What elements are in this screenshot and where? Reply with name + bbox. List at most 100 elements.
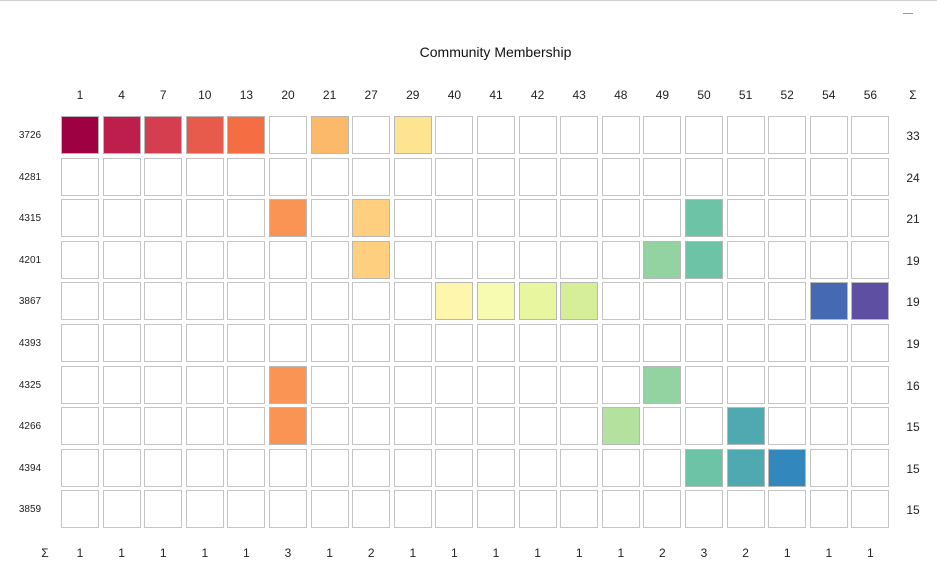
column-label: 20 — [281, 88, 295, 102]
membership-cell-empty — [851, 365, 890, 404]
membership-cell-empty — [601, 282, 640, 321]
membership-cell-filled — [851, 282, 890, 321]
membership-cell-empty — [809, 199, 848, 238]
membership-cell-empty — [643, 407, 682, 446]
column-total: 2 — [742, 546, 749, 560]
membership-cell-empty — [61, 240, 99, 279]
membership-cell-filled — [726, 407, 765, 446]
membership-cell-empty — [851, 448, 890, 487]
membership-cell-empty — [102, 282, 141, 321]
column-total: 3 — [284, 546, 292, 560]
membership-cell-filled — [185, 116, 224, 154]
membership-cell-empty — [227, 324, 266, 362]
membership-cell-empty — [102, 490, 141, 529]
membership-cell-empty — [435, 448, 474, 487]
membership-cell-empty — [518, 116, 557, 154]
membership-cell-empty — [726, 157, 765, 196]
membership-cell-empty — [851, 490, 890, 529]
membership-cell-empty — [643, 324, 682, 362]
membership-cell-filled — [809, 282, 848, 321]
membership-cell-filled — [352, 240, 391, 279]
column-total: 1 — [575, 546, 583, 560]
membership-cell-empty — [809, 407, 848, 446]
membership-cell-empty — [643, 199, 682, 238]
row-label: 3867 — [18, 296, 42, 308]
membership-cell-empty — [851, 116, 890, 154]
column-total: 1 — [451, 546, 458, 560]
membership-cell-empty — [185, 240, 224, 279]
membership-cell-empty — [601, 490, 640, 529]
membership-cell-empty — [518, 407, 557, 446]
column-label: 21 — [322, 88, 337, 102]
row-total: 19 — [906, 337, 920, 351]
row-total: 19 — [906, 253, 920, 268]
column-total: 1 — [492, 546, 500, 560]
membership-cell-empty — [144, 448, 183, 487]
membership-cell-empty — [685, 365, 723, 404]
membership-cell-empty — [102, 240, 141, 279]
membership-cell-empty — [726, 199, 765, 238]
column-total: 2 — [367, 546, 375, 560]
membership-cell-filled — [269, 365, 307, 404]
membership-cell-empty — [227, 490, 266, 529]
membership-cell-empty — [601, 240, 640, 279]
membership-cell-empty — [851, 324, 890, 362]
membership-cell-empty — [102, 365, 141, 404]
membership-cell-empty — [518, 448, 557, 487]
membership-cell-empty — [477, 240, 515, 279]
membership-cell-empty — [560, 199, 599, 238]
membership-cell-empty — [269, 490, 307, 529]
membership-cell-empty — [477, 116, 515, 154]
membership-cell-empty — [61, 324, 99, 362]
membership-cell-empty — [144, 490, 183, 529]
membership-cell-empty — [851, 199, 890, 238]
membership-cell-empty — [560, 240, 599, 279]
membership-cell-empty — [185, 324, 224, 362]
membership-cell-empty — [144, 199, 183, 238]
membership-cell-empty — [643, 448, 682, 487]
membership-cell-empty — [310, 365, 349, 404]
membership-cell-empty — [560, 157, 599, 196]
membership-cell-empty — [227, 365, 266, 404]
membership-cell-empty — [61, 407, 99, 446]
membership-cell-empty — [185, 199, 224, 238]
membership-cell-empty — [477, 407, 515, 446]
membership-cell-empty — [726, 324, 765, 362]
minimize-icon[interactable] — [903, 13, 913, 14]
membership-cell-empty — [643, 490, 682, 529]
membership-cell-empty — [393, 448, 432, 487]
membership-cell-empty — [768, 282, 807, 321]
membership-cell-empty — [560, 324, 599, 362]
membership-cell-filled — [435, 282, 474, 321]
row-total: 33 — [906, 129, 920, 143]
membership-cell-empty — [518, 157, 557, 196]
membership-cell-empty — [518, 490, 557, 529]
membership-cell-empty — [685, 490, 723, 529]
column-label: 48 — [614, 88, 628, 102]
membership-cell-empty — [768, 365, 807, 404]
membership-cell-empty — [685, 407, 723, 446]
column-total: 1 — [409, 546, 417, 560]
membership-cell-empty — [393, 157, 432, 196]
membership-cell-empty — [185, 448, 224, 487]
membership-cell-empty — [61, 199, 99, 238]
membership-cell-empty — [601, 157, 640, 196]
membership-cell-filled — [601, 407, 640, 446]
membership-cell-filled — [269, 199, 307, 238]
column-label: 52 — [780, 88, 794, 102]
membership-cell-empty — [809, 365, 848, 404]
membership-cell-empty — [726, 490, 765, 529]
membership-cell-empty — [643, 282, 682, 321]
row-total: 21 — [906, 212, 920, 227]
row-total: 15 — [906, 420, 920, 435]
membership-cell-filled — [310, 116, 349, 154]
membership-cell-empty — [144, 324, 183, 362]
membership-cell-empty — [102, 324, 141, 362]
membership-cell-empty — [393, 365, 432, 404]
membership-cell-empty — [185, 365, 224, 404]
membership-cell-filled — [560, 282, 599, 321]
column-total: 1 — [867, 546, 874, 560]
membership-cell-empty — [393, 490, 432, 529]
membership-cell-filled — [269, 407, 307, 446]
membership-cell-empty — [768, 199, 807, 238]
